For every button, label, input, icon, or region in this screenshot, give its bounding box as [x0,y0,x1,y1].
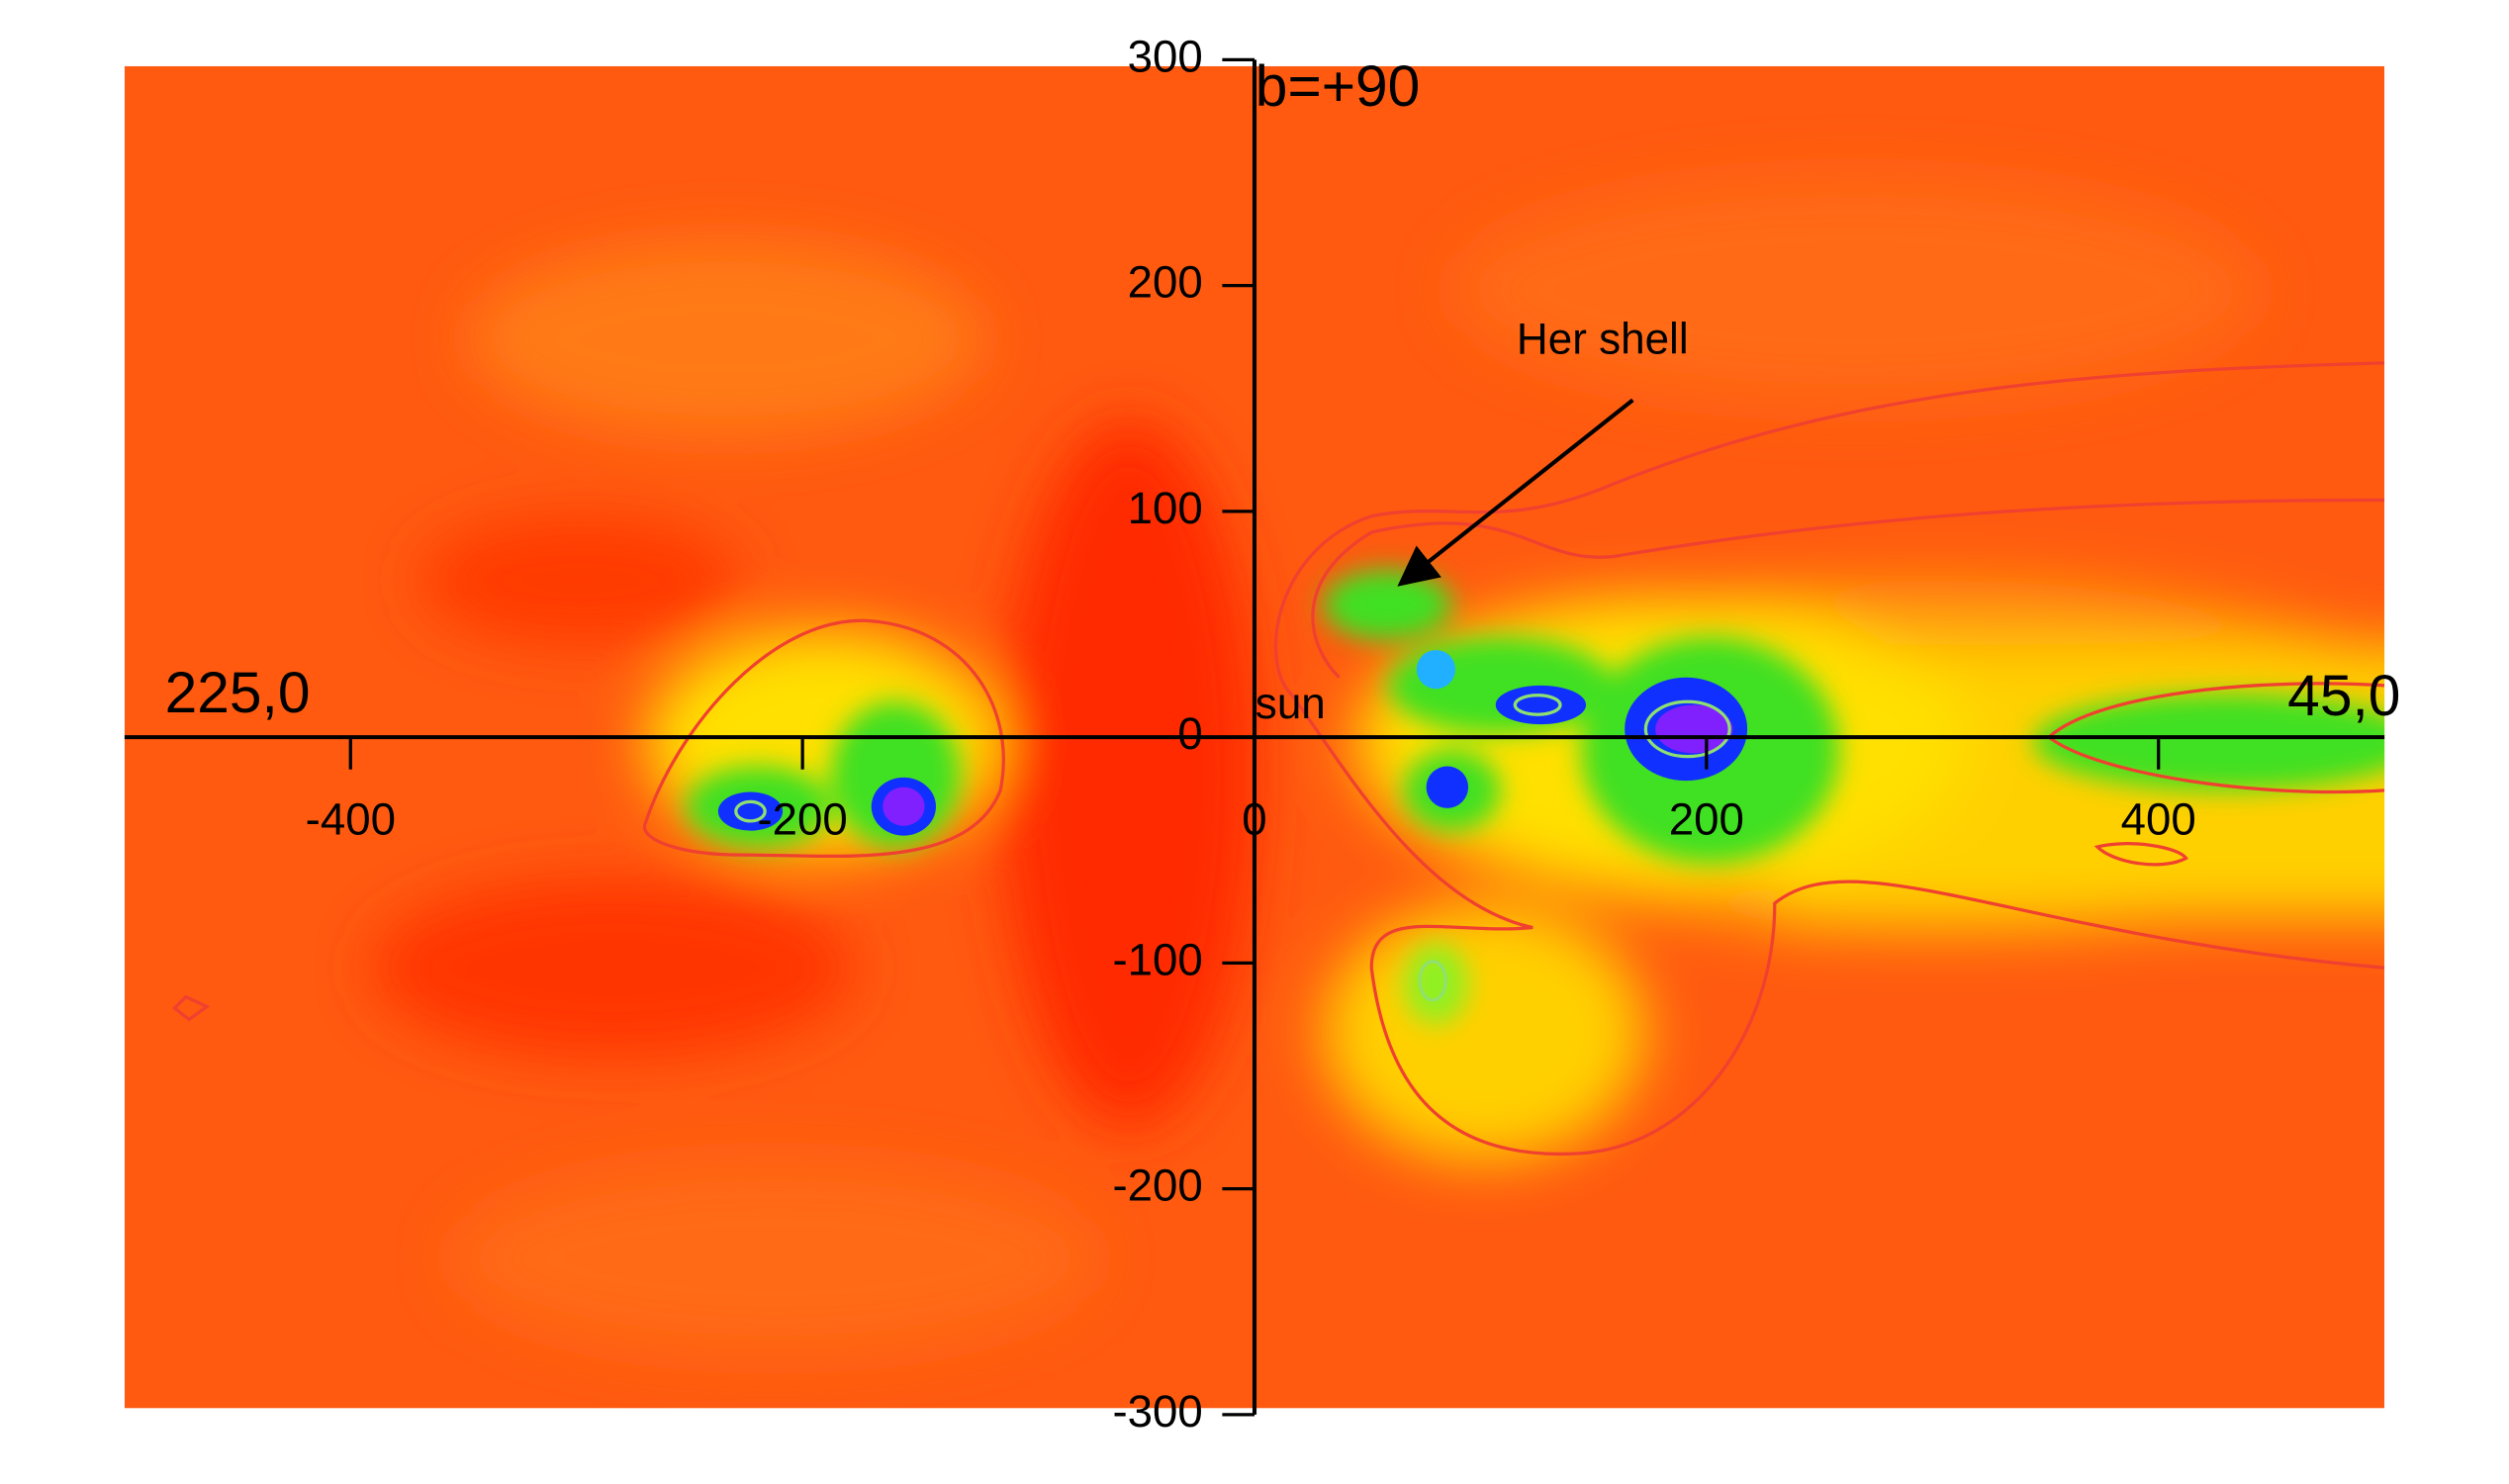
right-direction-label: 45,0 [2287,664,2400,728]
y-tick-label: -200 [1112,1160,1202,1211]
y-tick-label: 200 [1128,257,1203,308]
feature-label: Her shell [1517,315,1689,363]
x-tick-label: -200 [757,794,847,845]
y-tick-label: 300 [1128,31,1203,81]
annotation-arrow [1397,398,1634,587]
y-tick-label: 0 [1177,708,1202,759]
x-tick-label: 200 [1669,794,1744,845]
x-tick-label: 400 [2121,794,2196,845]
y-tick-label: -100 [1112,934,1202,984]
y-tick-label: -300 [1112,1386,1202,1437]
top-direction-label: b=+90 [1255,54,1420,119]
x-tick-label: 0 [1242,794,1266,845]
y-tick-label: 100 [1128,483,1203,533]
origin-label: sun [1255,680,1326,728]
left-direction-label: 225,0 [165,661,311,725]
x-tick-label: -400 [306,794,396,845]
